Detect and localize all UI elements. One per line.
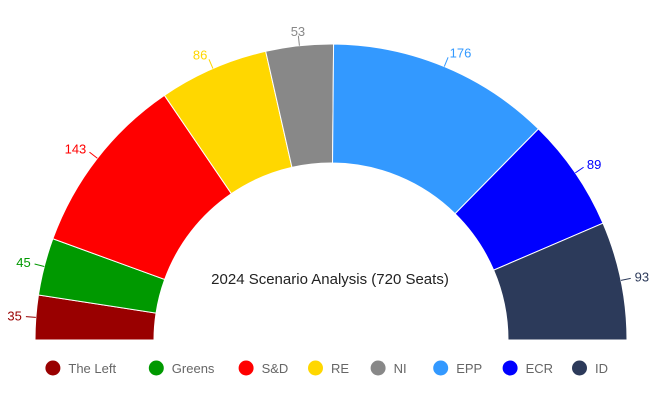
legend-marker-greens	[148, 360, 164, 376]
connector-re	[208, 59, 214, 69]
legend-marker-ecr	[502, 360, 518, 376]
connector-greens	[34, 263, 45, 267]
data-label-epp: 176	[450, 46, 472, 61]
legend-item-epp[interactable]: EPP	[433, 360, 482, 377]
legend-label-id: ID	[595, 361, 608, 376]
chart-slices	[34, 43, 628, 341]
data-label-s-d: 143	[65, 142, 87, 157]
legend-marker-re	[308, 360, 323, 376]
connector-ni	[297, 35, 300, 46]
legend-label-epp: EPP	[456, 361, 482, 376]
legend-marker-s-d	[238, 360, 254, 376]
legend-item-greens[interactable]: Greens	[148, 360, 215, 377]
connector-id	[620, 277, 631, 281]
legend-label-greens: Greens	[172, 361, 215, 376]
slice-id[interactable]	[492, 222, 628, 341]
legend-label-ni: NI	[394, 361, 407, 376]
data-label-id: 93	[635, 270, 649, 285]
data-labels: 35 45 143 86 53 176 89 93	[7, 24, 649, 324]
legend-item-the-left[interactable]: The Left	[45, 360, 116, 377]
connector-the-left	[25, 316, 36, 318]
legend-label-ecr: ECR	[526, 361, 553, 376]
legend-label-re: RE	[331, 361, 349, 376]
connector-s-d	[89, 151, 98, 159]
label-connectors	[25, 35, 631, 318]
connector-ecr	[575, 166, 584, 174]
legend-item-ni[interactable]: NI	[370, 360, 407, 377]
legend-label-s-d: S&D	[262, 361, 289, 376]
connector-epp	[443, 57, 449, 67]
data-label-the-left: 35	[7, 308, 21, 323]
chart-title: 2024 Scenario Analysis (720 Seats)	[211, 271, 449, 288]
legend-marker-ni	[370, 360, 386, 376]
legend-item-re[interactable]: RE	[308, 360, 349, 377]
legend-item-id[interactable]: ID	[572, 360, 608, 377]
legend[interactable]: The Left Greens S&D RE NI EPP ECR ID	[45, 360, 608, 377]
data-label-ni: 53	[291, 24, 305, 39]
legend-marker-the-left	[45, 360, 61, 376]
legend-item-s-d[interactable]: S&D	[238, 360, 289, 377]
data-label-re: 86	[193, 48, 207, 63]
legend-item-ecr[interactable]: ECR	[502, 360, 553, 377]
data-label-ecr: 89	[587, 157, 601, 172]
legend-marker-epp	[433, 360, 449, 376]
legend-marker-id	[572, 360, 587, 376]
data-label-greens: 45	[16, 255, 30, 270]
legend-label-the-left: The Left	[68, 361, 116, 376]
